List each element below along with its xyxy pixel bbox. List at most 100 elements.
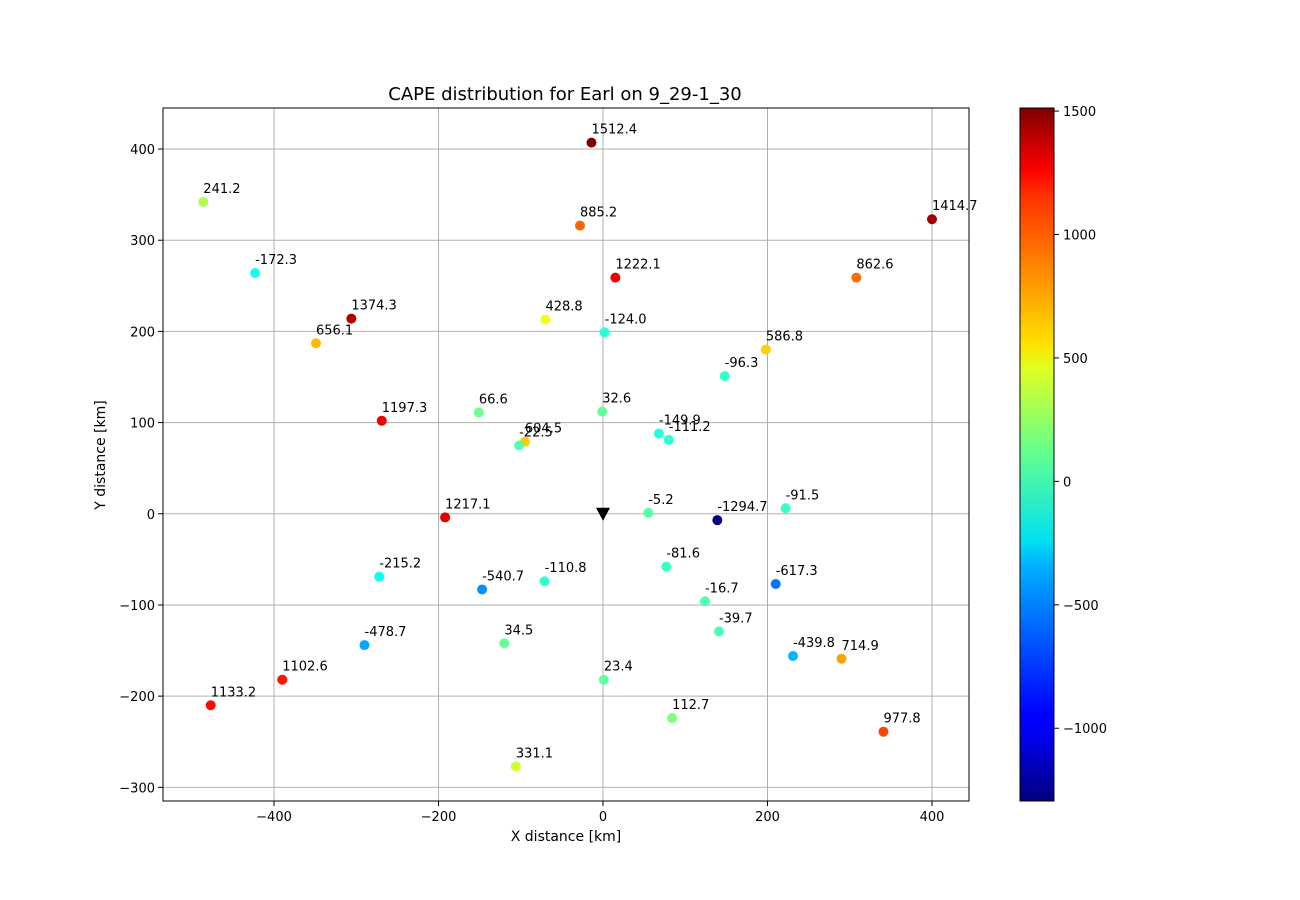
data-point-label: 32.6 (602, 392, 631, 407)
x-axis-label: X distance [km] (511, 829, 621, 845)
data-point (376, 415, 387, 426)
colorbar (1019, 107, 1055, 802)
data-point (514, 440, 525, 451)
y-tick-label: 100 (130, 417, 155, 432)
colorbar-tick-label: 500 (1063, 352, 1088, 367)
grid-lines (163, 108, 969, 801)
data-point (610, 272, 621, 283)
data-point (851, 272, 862, 283)
data-point-label: 714.9 (842, 639, 879, 654)
data-point (599, 327, 610, 338)
colorbar-tick-label: −1000 (1063, 722, 1107, 737)
data-point-label: -124.0 (605, 312, 647, 327)
data-point-label: 1512.4 (591, 123, 637, 138)
y-tick-label: 300 (130, 234, 155, 249)
y-tick-label: 0 (147, 508, 155, 523)
data-point-label: -617.3 (776, 564, 818, 579)
data-point-label: 1222.1 (615, 258, 661, 273)
data-point-label: 977.8 (883, 712, 920, 727)
data-point-label: 1374.3 (351, 299, 397, 314)
data-point (346, 313, 357, 324)
data-point-label: 34.5 (504, 623, 533, 638)
data-point (586, 137, 597, 148)
data-point-label: -439.8 (793, 636, 835, 651)
data-point (440, 512, 451, 523)
data-point (719, 371, 730, 382)
data-point-label: 1217.1 (445, 497, 491, 512)
point-labels: 1512.4 241.2 1414.7 885.2 -172.3 1222.1 862.6 1… (203, 123, 977, 762)
y-tick-label: −100 (119, 599, 155, 614)
data-point (205, 700, 216, 711)
plot-frame (162, 107, 970, 802)
data-point (374, 571, 385, 582)
center-marker-triangle (596, 507, 611, 521)
data-point-label: -5.2 (648, 493, 673, 508)
data-point (878, 726, 889, 737)
data-point (653, 428, 664, 439)
data-point-label: -149.9 (659, 414, 701, 429)
data-point (250, 268, 261, 279)
data-point-label: -22.5 (519, 425, 553, 440)
data-point (643, 507, 654, 518)
data-point (780, 503, 791, 514)
colorbar-tick-label: 0 (1063, 475, 1071, 490)
data-point-label: -110.8 (545, 561, 587, 576)
data-point-label: -81.6 (666, 547, 700, 562)
data-point (598, 674, 609, 685)
data-point-label: 586.8 (766, 330, 803, 345)
data-point (510, 761, 521, 772)
y-axis-ticks: −300 −200 −100 0 100 200 300 400 (119, 143, 163, 796)
data-point-label: -172.3 (255, 253, 297, 268)
data-point-label: -215.2 (379, 557, 421, 572)
data-point-label: -91.5 (786, 488, 820, 503)
y-tick-label: −300 (119, 781, 155, 796)
data-point-label: -478.7 (365, 625, 407, 640)
data-point (667, 713, 678, 724)
x-axis-ticks: −400 −200 0 200 400 (256, 801, 944, 825)
data-point-label: 331.1 (516, 746, 553, 761)
data-point (540, 314, 551, 325)
data-point-label: -16.7 (705, 581, 739, 596)
data-point (473, 407, 484, 418)
center-marker-layer (596, 507, 611, 521)
data-point (661, 561, 672, 572)
data-point (836, 653, 847, 664)
data-point (359, 640, 370, 651)
data-point (760, 344, 771, 355)
colorbar-tick-label: 1000 (1063, 228, 1096, 243)
colorbar-ticks: 1500 1000 500 0 −500 −1000 (1054, 105, 1107, 737)
data-point-label: 862.6 (856, 258, 893, 273)
data-point-label: 1414.7 (932, 199, 978, 214)
data-point-label: -96.3 (725, 356, 759, 371)
data-point-label: 1133.2 (211, 685, 256, 700)
data-point (699, 596, 710, 607)
y-tick-label: 400 (130, 143, 155, 158)
x-tick-label: 400 (920, 810, 945, 825)
data-point-label: -540.7 (482, 569, 524, 584)
data-point-label: 241.2 (203, 182, 240, 197)
x-tick-label: −400 (256, 810, 292, 825)
x-tick-label: −200 (421, 810, 457, 825)
data-point-label: 604.5 (525, 422, 562, 437)
data-point-label: 66.6 (479, 393, 508, 408)
data-point-label: 23.4 (604, 660, 633, 675)
data-point-label: 885.2 (580, 206, 617, 221)
data-point (277, 674, 288, 685)
y-axis-label: Y distance [km] (93, 400, 109, 510)
data-point (597, 406, 608, 417)
data-point-label: -111.2 (669, 420, 711, 435)
data-point (574, 220, 585, 231)
data-point-label: 1197.3 (382, 401, 428, 416)
y-tick-label: −200 (119, 690, 155, 705)
colorbar-tick-label: −500 (1063, 599, 1099, 614)
data-point (787, 651, 798, 662)
data-point (663, 434, 674, 445)
y-tick-label: 200 (130, 325, 155, 340)
data-point (477, 584, 488, 595)
data-point (926, 214, 937, 225)
data-point-label: 428.8 (545, 300, 582, 315)
x-tick-label: 200 (755, 810, 780, 825)
data-point-label: 1102.6 (282, 660, 328, 675)
data-point-label: 656.1 (316, 323, 353, 338)
